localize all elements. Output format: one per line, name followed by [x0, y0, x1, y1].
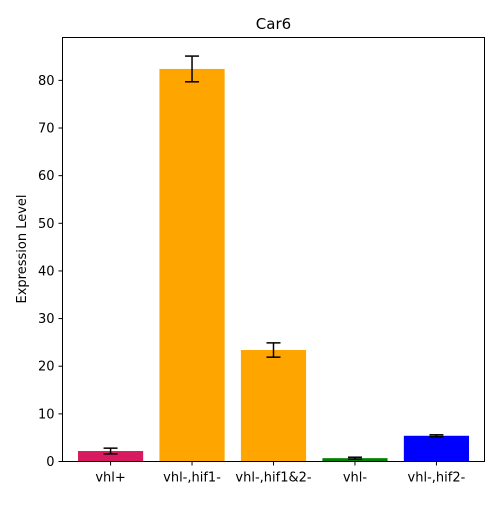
x-tick-label-0: vhl+: [95, 471, 125, 486]
bar-1: [159, 68, 225, 462]
y-tick-label-2: 20: [38, 360, 55, 375]
y-tick-label-3: 30: [38, 312, 55, 327]
bar-0: [77, 451, 144, 462]
plot-frame: [62, 37, 485, 462]
x-tick-label-4: vhl-,hif2-: [408, 471, 466, 486]
x-tick-label-2: vhl-,hif1&2-: [235, 471, 311, 486]
bar-4: [403, 435, 470, 462]
errorbars-layer: [103, 55, 444, 460]
y-tick-label-0: 0: [46, 455, 54, 470]
y-tick-label-7: 70: [38, 122, 55, 137]
y-tick-label-8: 80: [38, 74, 55, 89]
y-axis-title: Expression Level: [15, 194, 30, 303]
bars-layer: [77, 68, 470, 462]
chart-title: Car6: [256, 15, 291, 33]
y-tick-label-4: 40: [38, 264, 55, 279]
y-tick-label-6: 60: [38, 169, 55, 184]
x-tick-label-3: vhl-: [343, 471, 368, 486]
x-tick-label-1: vhl-,hif1-: [163, 471, 221, 486]
bar-2: [240, 350, 307, 462]
y-tick-label-1: 10: [38, 407, 55, 422]
y-tick-label-5: 50: [38, 217, 55, 232]
x-axis: vhl+ vhl-,hif1- vhl-,hif1&2- vhl-vhl-,hif2-: [95, 461, 466, 486]
y-axis: 0 10 20 30 40 50 60 70 80: [38, 74, 63, 470]
